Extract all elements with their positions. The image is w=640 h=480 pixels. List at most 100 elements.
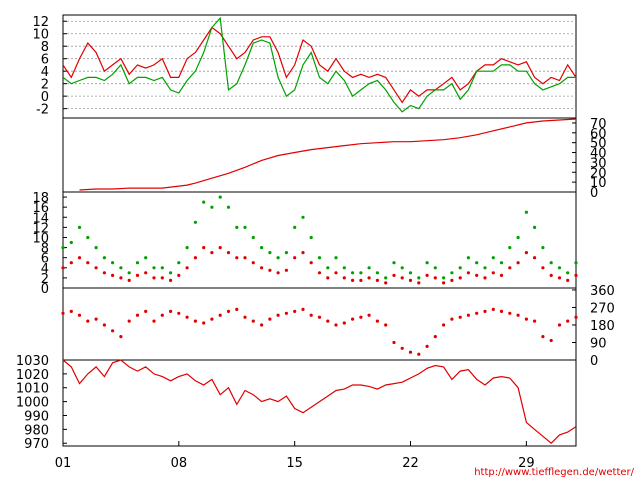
data-point: [111, 273, 115, 277]
data-point: [61, 311, 65, 315]
data-point: [541, 246, 545, 250]
data-point: [466, 271, 470, 275]
y-tick-label: 360: [590, 284, 615, 299]
data-point: [260, 323, 264, 327]
data-point: [218, 246, 222, 250]
data-point: [326, 319, 330, 323]
data-point: [574, 273, 578, 277]
data-point: [293, 225, 297, 229]
y-tick-label: 10: [32, 231, 49, 246]
data-point: [334, 271, 338, 275]
data-point: [169, 271, 173, 275]
y-tick-label: 8: [41, 40, 49, 55]
data-point: [193, 319, 197, 323]
data-point: [202, 200, 206, 204]
x-tick-label: 08: [171, 456, 188, 471]
data-point: [375, 278, 379, 282]
data-point: [466, 256, 470, 260]
data-point: [433, 266, 437, 270]
data-point: [309, 313, 313, 317]
data-point: [293, 309, 297, 313]
data-point: [152, 319, 156, 323]
data-point: [61, 266, 65, 270]
data-point: [400, 276, 404, 280]
data-point: [566, 271, 570, 275]
data-point: [160, 276, 164, 280]
data-point: [235, 307, 239, 311]
data-point: [260, 246, 264, 250]
data-point: [185, 315, 189, 319]
y-tick-label: 980: [24, 423, 49, 438]
data-point: [557, 266, 562, 270]
data-point: [458, 276, 462, 280]
data-point: [152, 266, 156, 270]
data-point: [86, 319, 90, 323]
data-point: [169, 309, 173, 313]
data-point: [86, 261, 90, 265]
data-point: [210, 205, 214, 209]
data-point: [400, 266, 404, 270]
data-point: [152, 276, 156, 280]
data-point: [450, 317, 454, 321]
data-point: [359, 315, 363, 319]
data-point: [268, 251, 272, 255]
y-tick-label: 40: [590, 147, 607, 162]
y-tick-label: 270: [590, 301, 615, 316]
data-point: [499, 273, 504, 277]
data-point: [226, 251, 231, 255]
data-point: [144, 271, 148, 275]
data-point: [516, 313, 520, 317]
data-point: [466, 313, 470, 317]
y-tick-label: 30: [590, 156, 607, 171]
y-tick-label: 990: [24, 409, 49, 424]
data-point: [326, 266, 330, 270]
data-point: [351, 278, 355, 282]
data-point: [119, 276, 123, 280]
data-point: [574, 261, 578, 265]
data-point: [351, 271, 355, 275]
data-point: [450, 278, 454, 282]
series-line-0: [62, 359, 577, 445]
x-tick-label: 01: [55, 456, 72, 471]
data-point: [342, 321, 346, 325]
y-tick-label: 8: [41, 242, 49, 257]
data-point: [210, 251, 214, 255]
data-point: [119, 266, 123, 270]
y-tick-label: 2: [41, 272, 49, 287]
data-point: [384, 281, 388, 285]
data-point: [202, 246, 206, 250]
data-point: [77, 313, 82, 317]
data-point: [284, 268, 288, 272]
y-tick-label: 0: [590, 354, 598, 369]
data-point: [301, 307, 305, 311]
source-credit[interactable]: http://www.tiefflegen.de/wetter/: [474, 467, 634, 478]
data-point: [533, 256, 537, 260]
data-point: [458, 315, 462, 319]
x-tick-label: 29: [518, 456, 535, 471]
data-point: [260, 266, 264, 270]
data-point: [475, 261, 479, 265]
y-tick-label: 60: [590, 127, 607, 142]
data-point: [226, 309, 231, 313]
data-point: [135, 261, 140, 265]
data-point: [160, 313, 164, 317]
data-point: [516, 235, 520, 240]
data-point: [251, 235, 255, 240]
series-line-1: [62, 16, 576, 113]
data-point: [127, 271, 131, 275]
data-point: [417, 281, 421, 285]
data-point: [317, 315, 322, 319]
data-point: [309, 261, 313, 265]
y-tick-label: 10: [590, 176, 607, 191]
data-point: [268, 317, 272, 321]
data-point: [549, 338, 553, 343]
panel-wind-direction: 0 90 180 270 360: [61, 284, 615, 369]
data-point: [293, 256, 297, 260]
data-point: [94, 266, 98, 270]
data-point: [334, 256, 338, 260]
data-point: [384, 323, 388, 327]
data-point: [499, 261, 504, 265]
data-point: [177, 311, 181, 315]
y-tick-label: 180: [590, 319, 615, 334]
